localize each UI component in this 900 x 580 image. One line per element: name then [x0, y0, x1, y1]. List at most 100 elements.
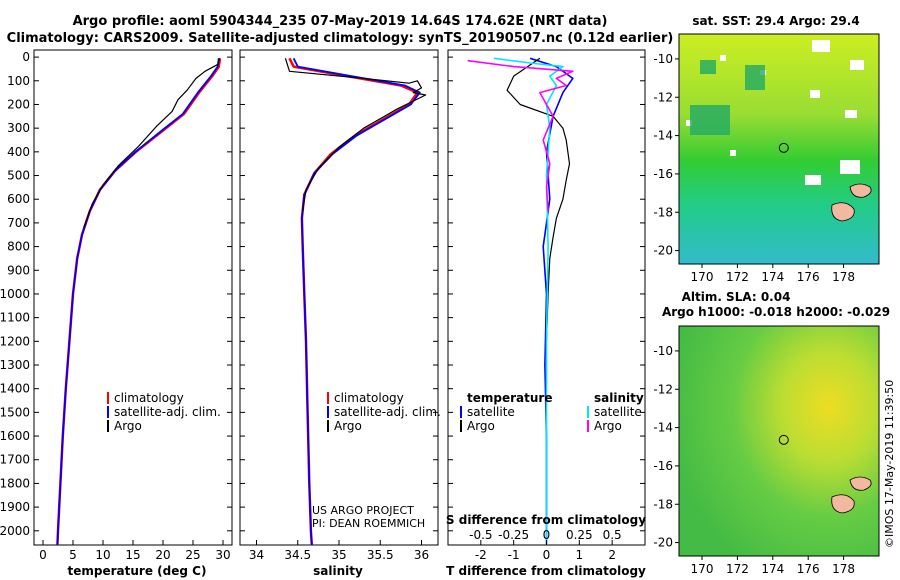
legend-argo: Argo — [114, 419, 142, 433]
x-tick-label: 10 — [95, 548, 110, 562]
depth-tick-label: 800 — [7, 240, 30, 254]
depth-tick-label: 1500 — [0, 405, 30, 419]
depth-tick-label: 1700 — [0, 453, 30, 467]
lat-tick-label: -14 — [653, 129, 673, 143]
depth-tick-label: 500 — [7, 169, 30, 183]
sla-title-line2: Argo h1000: -0.018 h2000: -0.029 — [662, 305, 890, 319]
depth-tick-label: 100 — [7, 74, 30, 88]
sst-cloud-mask — [686, 40, 864, 185]
depth-tick-label: 2000 — [0, 524, 30, 538]
lon-tick-label: 178 — [832, 562, 855, 576]
pi-annotation: PI: DEAN ROEMMICH — [312, 517, 425, 530]
project-annotation: US ARGO PROJECT — [312, 504, 414, 517]
legend-satellite: satellite-adj. clim. — [334, 405, 441, 419]
lat-tick-label: -20 — [653, 244, 673, 258]
temperature-legend: climatology satellite-adj. clim. Argo — [107, 391, 221, 433]
lat-tick-label: -14 — [653, 421, 673, 435]
salinity-panel: 34 34.5 35 35.5 36 salinity climatology sate… — [239, 49, 441, 578]
sla-map-frame — [678, 325, 880, 557]
depth-tick-label: 700 — [7, 216, 30, 230]
legend-temperature-title: temperature — [467, 391, 552, 405]
legend-satellite: satellite-adj. clim. — [114, 405, 221, 419]
lon-tick-label: 178 — [832, 270, 855, 284]
depth-tick-label: 400 — [7, 145, 30, 159]
depth-tick-label: 1300 — [0, 358, 30, 372]
difference-panel: -2 -1 0 1 2 -0.5 -0.25 0 0.25 0.5 S difference f… — [446, 49, 646, 578]
temperature-xlabel: temperature (deg C) — [68, 564, 207, 578]
temperature-plot-frame — [33, 49, 233, 546]
lon-tick-label: 176 — [797, 562, 820, 576]
salinity-legend: climatology satellite-adj. clim. Argo — [327, 391, 441, 433]
s-difference-label: S difference from climatology — [446, 513, 646, 527]
lon-tick-label: 170 — [691, 270, 714, 284]
x-tick-label: -2 — [475, 548, 487, 562]
depth-tick-label: 300 — [7, 121, 30, 135]
sla-title-line1: Altim. SLA: 0.04 — [682, 290, 791, 304]
legend-climatology: climatology — [334, 391, 404, 405]
depth-tick-label: 0 — [22, 50, 30, 64]
lat-tick-label: -20 — [653, 536, 673, 550]
x-tick-label: 2 — [608, 548, 616, 562]
series-line-t-argo — [506, 57, 571, 342]
lon-tick-label: 176 — [797, 270, 820, 284]
sst-float-marker — [778, 142, 789, 153]
s-tick-label: 0.5 — [603, 528, 622, 542]
lon-tick-label: 170 — [691, 562, 714, 576]
figure-title-line2: Climatology: CARS2009. Satellite-adjuste… — [7, 31, 674, 46]
x-tick-label: 15 — [125, 548, 140, 562]
x-tick-label: 20 — [155, 548, 170, 562]
temperature-panel: 0 5 10 15 20 25 30 temperature (deg C) climato… — [33, 49, 233, 578]
lat-tick-label: -12 — [653, 90, 673, 104]
difference-legend: temperature satellite Argo salinity sate… — [460, 391, 644, 433]
lat-tick-label: -18 — [653, 205, 673, 219]
sst-patches — [690, 60, 765, 135]
lat-tick-label: -16 — [653, 167, 673, 181]
lat-tick-label: -16 — [653, 459, 673, 473]
s-tick-label: -0.5 — [469, 528, 492, 542]
lon-tick-label: 172 — [726, 562, 749, 576]
sla-map: Altim. SLA: 0.04 Argo h1000: -0.018 h200… — [653, 290, 890, 576]
x-tick-label: -1 — [508, 548, 520, 562]
depth-tick-label: 600 — [7, 192, 30, 206]
lon-tick-label: 174 — [761, 270, 784, 284]
series-line-satellite-adj-clim- — [292, 57, 421, 546]
lat-tick-label: -18 — [653, 497, 673, 511]
x-tick-label: 25 — [185, 548, 200, 562]
x-tick-label: 34 — [249, 548, 264, 562]
s-tick-label: 0.25 — [566, 528, 593, 542]
legend-t-satellite: satellite — [467, 405, 515, 419]
figure-title-line1: Argo profile: aoml 5904344_235 07-May-20… — [73, 14, 608, 29]
series-line-s-argo — [467, 59, 574, 212]
x-tick-label: 0 — [543, 548, 551, 562]
legend-climatology: climatology — [114, 391, 184, 405]
legend-s-satellite: satellite — [594, 405, 642, 419]
lon-tick-label: 174 — [761, 562, 784, 576]
legend-s-argo: Argo — [594, 419, 622, 433]
x-tick-label: 1 — [576, 548, 584, 562]
lat-tick-label: -10 — [653, 344, 673, 358]
sst-island — [831, 183, 872, 222]
lon-tick-label: 172 — [726, 270, 749, 284]
x-tick-label: 34.5 — [284, 548, 311, 562]
depth-tick-label: 1200 — [0, 334, 30, 348]
legend-t-argo: Argo — [467, 419, 495, 433]
lat-tick-label: -12 — [653, 382, 673, 396]
sst-map-frame — [678, 33, 880, 265]
depth-tick-label: 1000 — [0, 287, 30, 301]
depth-tick-label: 900 — [7, 263, 30, 277]
salinity-plot-frame — [239, 49, 439, 546]
sla-island — [831, 476, 872, 514]
depth-axis: 0 100 200 300 400 500 600 700 800 900 1000 1100 1200… — [0, 50, 30, 538]
depth-tick-label: 1100 — [0, 311, 30, 325]
depth-tick-label: 1900 — [0, 500, 30, 514]
depth-tick-label: 1400 — [0, 382, 30, 396]
series-line-argo — [284, 58, 427, 212]
x-tick-label: 30 — [215, 548, 230, 562]
sst-map: sat. SST: 29.4 Argo: 29.4 -10 -12 -14 -16 -1… — [653, 14, 880, 284]
s-tick-label: -0.25 — [498, 528, 529, 542]
s-tick-label: 0 — [543, 528, 551, 542]
sst-map-title: sat. SST: 29.4 Argo: 29.4 — [692, 14, 859, 28]
x-tick-label: 0 — [39, 548, 47, 562]
imos-stamp: ©IMOS 17-May-2019 11:39:50 — [883, 380, 896, 548]
